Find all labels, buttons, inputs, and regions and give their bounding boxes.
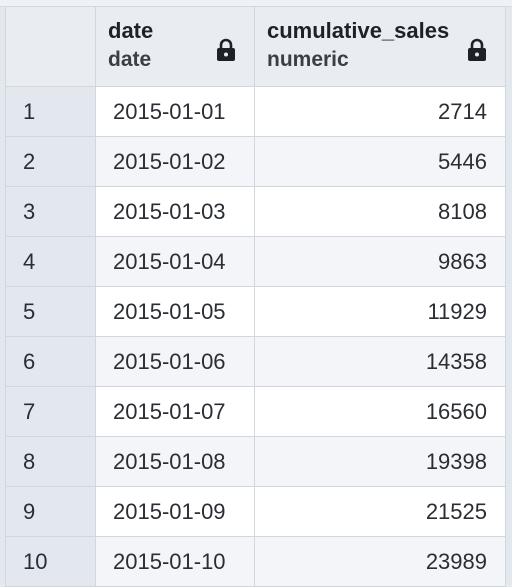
cumulative-sales-cell[interactable]: 8108	[254, 186, 506, 237]
cumulative-sales-cell[interactable]: 11929	[254, 286, 506, 337]
table-row[interactable]: 1 2015-01-01 2714	[5, 86, 506, 137]
cumulative-sales-cell[interactable]: 19398	[254, 436, 506, 487]
date-cell[interactable]: 2015-01-07	[95, 386, 255, 437]
table-row[interactable]: 3 2015-01-03 8108	[5, 186, 506, 237]
header-row: date date cumulative_sales numeric	[5, 6, 506, 87]
cumulative-sales-cell[interactable]: 9863	[254, 236, 506, 287]
column-header-cumulative-sales[interactable]: cumulative_sales numeric	[254, 6, 506, 87]
row-index[interactable]: 7	[5, 386, 96, 437]
date-cell[interactable]: 2015-01-10	[95, 536, 255, 587]
date-cell[interactable]: 2015-01-05	[95, 286, 255, 337]
table-row[interactable]: 5 2015-01-05 11929	[5, 286, 506, 337]
row-index[interactable]: 4	[5, 236, 96, 287]
row-index[interactable]: 6	[5, 336, 96, 387]
table-row[interactable]: 7 2015-01-07 16560	[5, 386, 506, 437]
row-index[interactable]: 2	[5, 136, 96, 187]
date-cell[interactable]: 2015-01-06	[95, 336, 255, 387]
cumulative-sales-cell[interactable]: 2714	[254, 86, 506, 137]
table-row[interactable]: 8 2015-01-08 19398	[5, 436, 506, 487]
result-grid: date date cumulative_sales numeric	[5, 6, 506, 587]
lock-icon	[217, 38, 235, 61]
row-index[interactable]: 1	[5, 86, 96, 137]
table-row[interactable]: 9 2015-01-09 21525	[5, 486, 506, 537]
table-row[interactable]: 6 2015-01-06 14358	[5, 336, 506, 387]
row-index[interactable]: 10	[5, 536, 96, 587]
cumulative-sales-cell[interactable]: 21525	[254, 486, 506, 537]
date-cell[interactable]: 2015-01-03	[95, 186, 255, 237]
column-name: cumulative_sales	[267, 18, 450, 43]
date-cell[interactable]: 2015-01-01	[95, 86, 255, 137]
date-cell[interactable]: 2015-01-02	[95, 136, 255, 187]
column-name: date	[108, 18, 154, 43]
column-header-date[interactable]: date date	[95, 6, 255, 87]
row-index[interactable]: 8	[5, 436, 96, 487]
cumulative-sales-cell[interactable]: 5446	[254, 136, 506, 187]
cumulative-sales-cell[interactable]: 14358	[254, 336, 506, 387]
row-index[interactable]: 5	[5, 286, 96, 337]
table-row[interactable]: 4 2015-01-04 9863	[5, 236, 506, 287]
lock-icon	[468, 38, 486, 61]
date-cell[interactable]: 2015-01-09	[95, 486, 255, 537]
cumulative-sales-cell[interactable]: 16560	[254, 386, 506, 437]
row-index[interactable]: 3	[5, 186, 96, 237]
table-row[interactable]: 2 2015-01-02 5446	[5, 136, 506, 187]
column-type: date	[108, 48, 152, 71]
row-index-header[interactable]	[5, 6, 96, 87]
cumulative-sales-cell[interactable]: 23989	[254, 536, 506, 587]
column-type: numeric	[267, 48, 349, 71]
date-cell[interactable]: 2015-01-04	[95, 236, 255, 287]
date-cell[interactable]: 2015-01-08	[95, 436, 255, 487]
row-index[interactable]: 9	[5, 486, 96, 537]
table-row[interactable]: 10 2015-01-10 23989	[5, 536, 506, 587]
